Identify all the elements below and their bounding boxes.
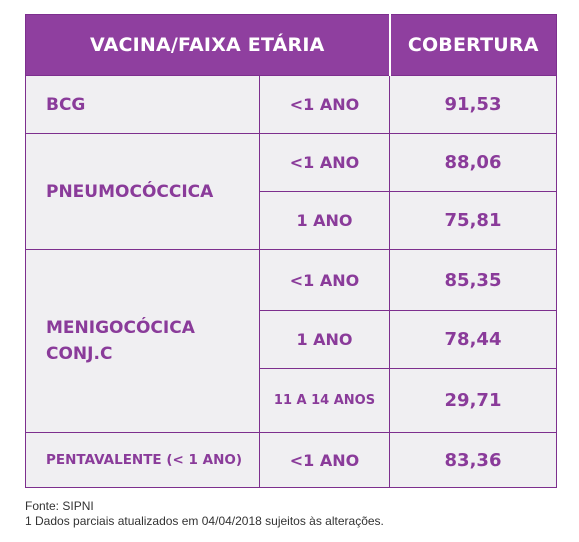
age-range: <1 ANO bbox=[259, 75, 390, 134]
table-row-bcg: BCG <1 ANO 91,53 bbox=[25, 75, 557, 134]
header-coverage: COBERTURA bbox=[388, 14, 557, 76]
table-header-row: VACINA/FAIXA ETÁRIA COBERTURA bbox=[25, 14, 557, 76]
vaccine-name-penta: PENTAVALENTE (< 1 ANO) bbox=[25, 432, 260, 488]
coverage-value: 83,36 bbox=[389, 432, 557, 488]
table-row-meningo-1: MENIGOCÓCICA CONJ.C <1 ANO 85,35 bbox=[25, 249, 557, 433]
vaccine-name-meningo-line1: MENIGOCÓCICA bbox=[46, 318, 195, 338]
header-vaccine-age: VACINA/FAIXA ETÁRIA bbox=[25, 14, 390, 76]
table-row-penta: PENTAVALENTE (< 1 ANO) <1 ANO 83,36 bbox=[25, 432, 557, 488]
coverage-value: 91,53 bbox=[389, 75, 557, 134]
vaccine-name-meningo-line2: CONJ.C bbox=[46, 344, 113, 364]
table-row-pneumo-1: PNEUMOCÓCCICA <1 ANO 88,06 bbox=[25, 133, 557, 250]
table-row-meningo-3: 11 A 14 ANOS 29,71 bbox=[26, 368, 557, 433]
table-row-pneumo-2: 1 ANO 75,81 bbox=[26, 191, 557, 250]
age-range: <1 ANO bbox=[259, 432, 390, 488]
vaccine-name-meningo: MENIGOCÓCICA CONJ.C bbox=[25, 249, 260, 433]
source-note: Fonte: SIPNI bbox=[25, 499, 94, 513]
vaccine-coverage-table: VACINA/FAIXA ETÁRIA COBERTURA BCG <1 ANO… bbox=[25, 14, 557, 488]
table-footer: Fonte: SIPNI 1 Dados parciais atualizado… bbox=[25, 499, 384, 529]
coverage-value: 75,81 bbox=[389, 191, 557, 250]
coverage-value: 78,44 bbox=[389, 310, 557, 369]
footnote: 1 Dados parciais atualizados em 04/04/20… bbox=[25, 514, 384, 528]
vaccine-name-pneumo: PNEUMOCÓCCICA bbox=[25, 133, 260, 250]
age-range: <1 ANO bbox=[259, 133, 390, 192]
coverage-value: 29,71 bbox=[389, 368, 557, 433]
age-range: 1 ANO bbox=[259, 310, 390, 369]
table-row-meningo-2: 1 ANO 78,44 bbox=[26, 310, 557, 369]
age-range: 1 ANO bbox=[259, 191, 390, 250]
coverage-value: 85,35 bbox=[389, 249, 557, 311]
age-range: 11 A 14 ANOS bbox=[259, 368, 390, 433]
age-range: <1 ANO bbox=[259, 249, 390, 311]
coverage-value: 88,06 bbox=[389, 133, 557, 192]
vaccine-name-bcg: BCG bbox=[25, 75, 260, 134]
